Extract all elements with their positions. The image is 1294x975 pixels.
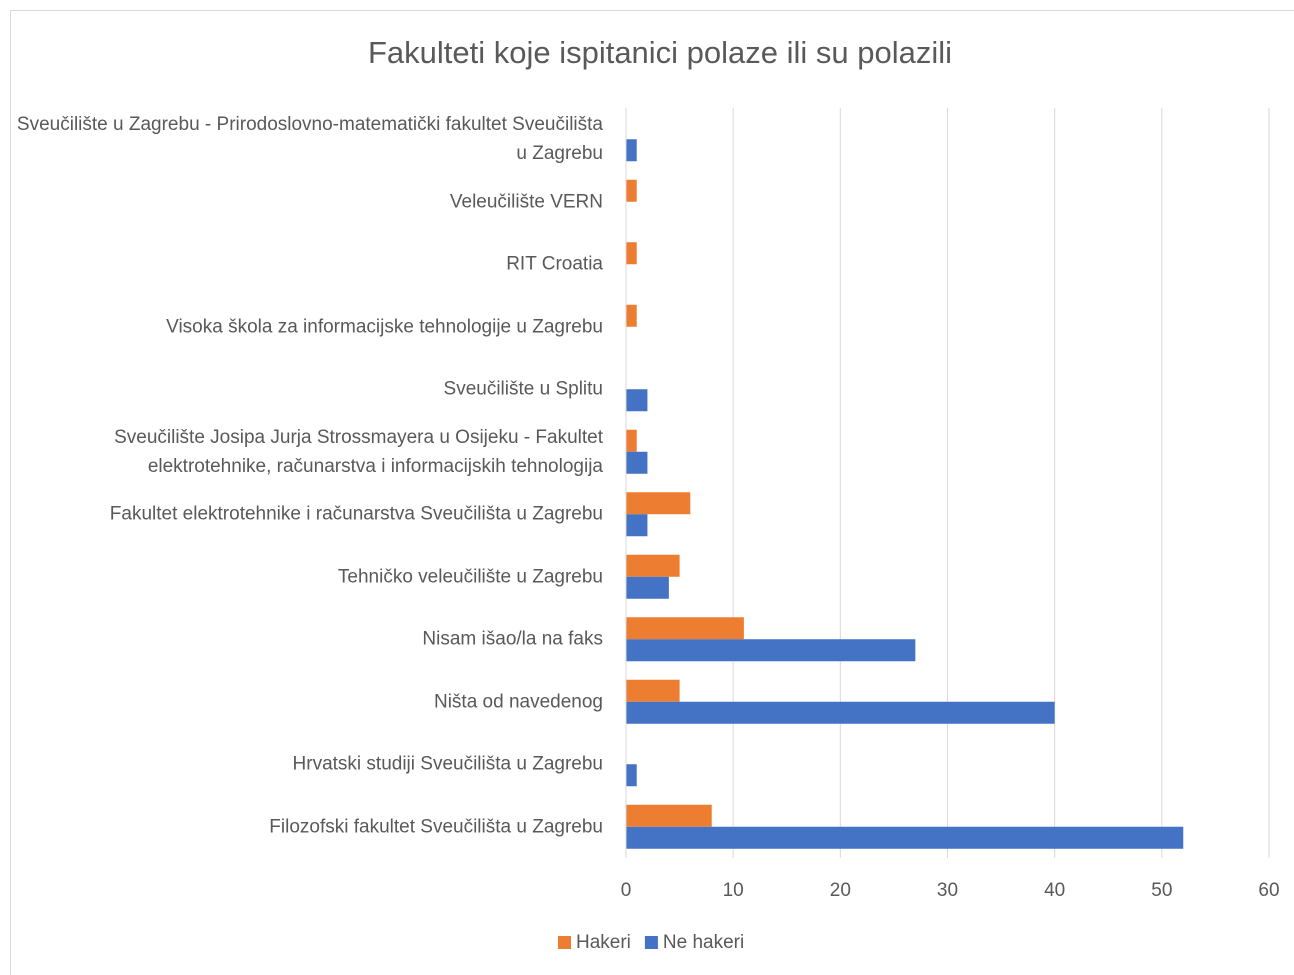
legend-swatch bbox=[558, 936, 571, 949]
y-tick-label: Nisam išao/la na faks bbox=[422, 628, 603, 650]
bar bbox=[626, 617, 744, 640]
legend-label: Ne hakeri bbox=[663, 932, 744, 953]
x-tick-label: 0 bbox=[621, 880, 632, 901]
y-tick-label: Sveučilište Josipa Jurja Strossmayera u … bbox=[114, 426, 603, 477]
x-tick-label: 50 bbox=[1151, 880, 1172, 901]
bar bbox=[626, 179, 637, 202]
x-tick-label: 10 bbox=[723, 880, 744, 901]
y-tick-label: Sveučilište u Zagrebu - Prirodoslovno-ma… bbox=[16, 114, 603, 165]
y-tick-label: Veleučilište VERN bbox=[449, 191, 603, 213]
bar bbox=[626, 679, 680, 702]
y-tick-label: Sveučilište u Splitu bbox=[443, 378, 603, 400]
y-tick-label: Ništa od navedenog bbox=[433, 691, 603, 713]
bar bbox=[626, 139, 637, 162]
x-tick-label: 30 bbox=[937, 880, 958, 901]
y-tick-label: RIT Croatia bbox=[506, 253, 603, 275]
bar bbox=[626, 389, 648, 412]
bar bbox=[626, 451, 648, 474]
x-tick-label: 20 bbox=[830, 880, 851, 901]
bar bbox=[626, 304, 637, 327]
bar bbox=[626, 804, 712, 827]
bar bbox=[626, 242, 637, 265]
bar bbox=[626, 514, 648, 537]
legend-swatch bbox=[644, 936, 658, 949]
y-tick-label: Hrvatski studiji Sveučilišta u Zagrebu bbox=[292, 753, 603, 775]
bar bbox=[626, 639, 916, 662]
x-tick-label: 60 bbox=[1258, 880, 1279, 901]
bar bbox=[626, 492, 691, 515]
y-tick-label: Filozofski fakultet Sveučilišta u Zagreb… bbox=[269, 816, 603, 838]
bar bbox=[626, 576, 669, 599]
x-tick-label: 40 bbox=[1044, 880, 1065, 901]
y-tick-label: Visoka škola za informacijske tehnologij… bbox=[166, 316, 603, 338]
y-tick-label: Fakultet elektrotehnike i računarstva Sv… bbox=[109, 503, 603, 525]
bar bbox=[626, 826, 1184, 849]
legend-label: Hakeri bbox=[576, 932, 631, 953]
bar bbox=[626, 554, 680, 577]
chart-title: Fakulteti koje ispitanici polaze ili su … bbox=[368, 35, 952, 70]
bar bbox=[626, 429, 637, 452]
y-tick-label: Tehničko veleučilište u Zagrebu bbox=[337, 566, 603, 588]
bar bbox=[626, 764, 637, 787]
bar bbox=[626, 701, 1055, 724]
